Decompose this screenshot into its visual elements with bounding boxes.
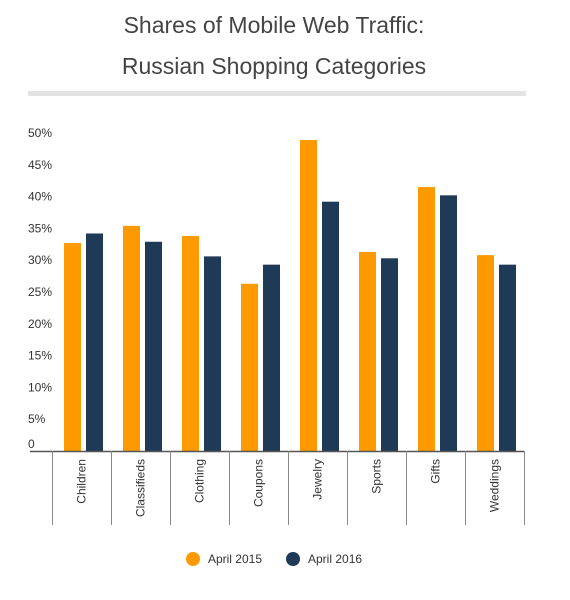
bar-classifieds-april-2015 (123, 225, 140, 451)
bar-children-april-2015 (64, 243, 81, 451)
bar-sports-april-2015 (359, 251, 376, 451)
x-tick-label-jewelry: Jewelry (311, 459, 325, 500)
legend-label-april-2015: April 2015 (207, 552, 262, 566)
chart-title-line-2: Russian Shopping Categories (121, 53, 427, 79)
y-tick-label: 0 (28, 437, 35, 451)
y-tick-label: 10% (28, 380, 52, 394)
legend-swatch-april-2016 (286, 552, 300, 566)
bar-coupons-april-2016 (263, 264, 280, 451)
legend-label-april-2016: April 2016 (308, 552, 363, 566)
y-tick-label: 50% (28, 126, 52, 140)
bar-clothing-april-2015 (182, 236, 199, 451)
x-tick-label-gifts: Gifts (429, 459, 443, 484)
bar-gifts-april-2015 (418, 187, 435, 451)
bar-jewelry-april-2016 (322, 201, 339, 451)
y-tick-label: 15% (28, 349, 52, 363)
bar-gifts-april-2016 (440, 195, 457, 451)
bar-coupons-april-2015 (241, 283, 258, 451)
bar-weddings-april-2016 (499, 264, 516, 451)
bar-jewelry-april-2015 (300, 139, 317, 451)
legend-item-april-2016: April 2016 (286, 552, 362, 566)
bar-weddings-april-2015 (477, 255, 494, 451)
y-tick-label: 5% (28, 412, 46, 426)
y-tick-label: 20% (28, 317, 52, 331)
y-tick-label: 25% (28, 285, 52, 299)
y-tick-label: 30% (28, 253, 52, 267)
y-tick-label: 35% (28, 221, 52, 235)
x-tick-label-children: Children (75, 459, 89, 504)
x-tick-label-clothing: Clothing (193, 459, 207, 503)
x-tick-label-weddings: Weddings (488, 459, 502, 512)
legend-swatch-april-2015 (185, 552, 200, 566)
y-tick-label: 45% (28, 158, 52, 172)
bar-sports-april-2016 (381, 258, 398, 451)
x-tick-label-sports: Sports (370, 459, 384, 494)
legend-item-april-2015: April 2015 (185, 552, 262, 566)
bar-clothing-april-2016 (204, 256, 221, 451)
title-divider (28, 91, 526, 96)
chart-title-line-1: Shares of Mobile Web Traffic: (123, 12, 425, 38)
x-tick-label-coupons: Coupons (252, 459, 266, 507)
bar-classifieds-april-2016 (145, 241, 162, 451)
bar-children-april-2016 (86, 233, 103, 451)
x-tick-label-classifieds: Classifieds (134, 459, 148, 517)
y-tick-label: 40% (28, 190, 52, 204)
legend: April 2015 April 2016 (0, 552, 548, 566)
